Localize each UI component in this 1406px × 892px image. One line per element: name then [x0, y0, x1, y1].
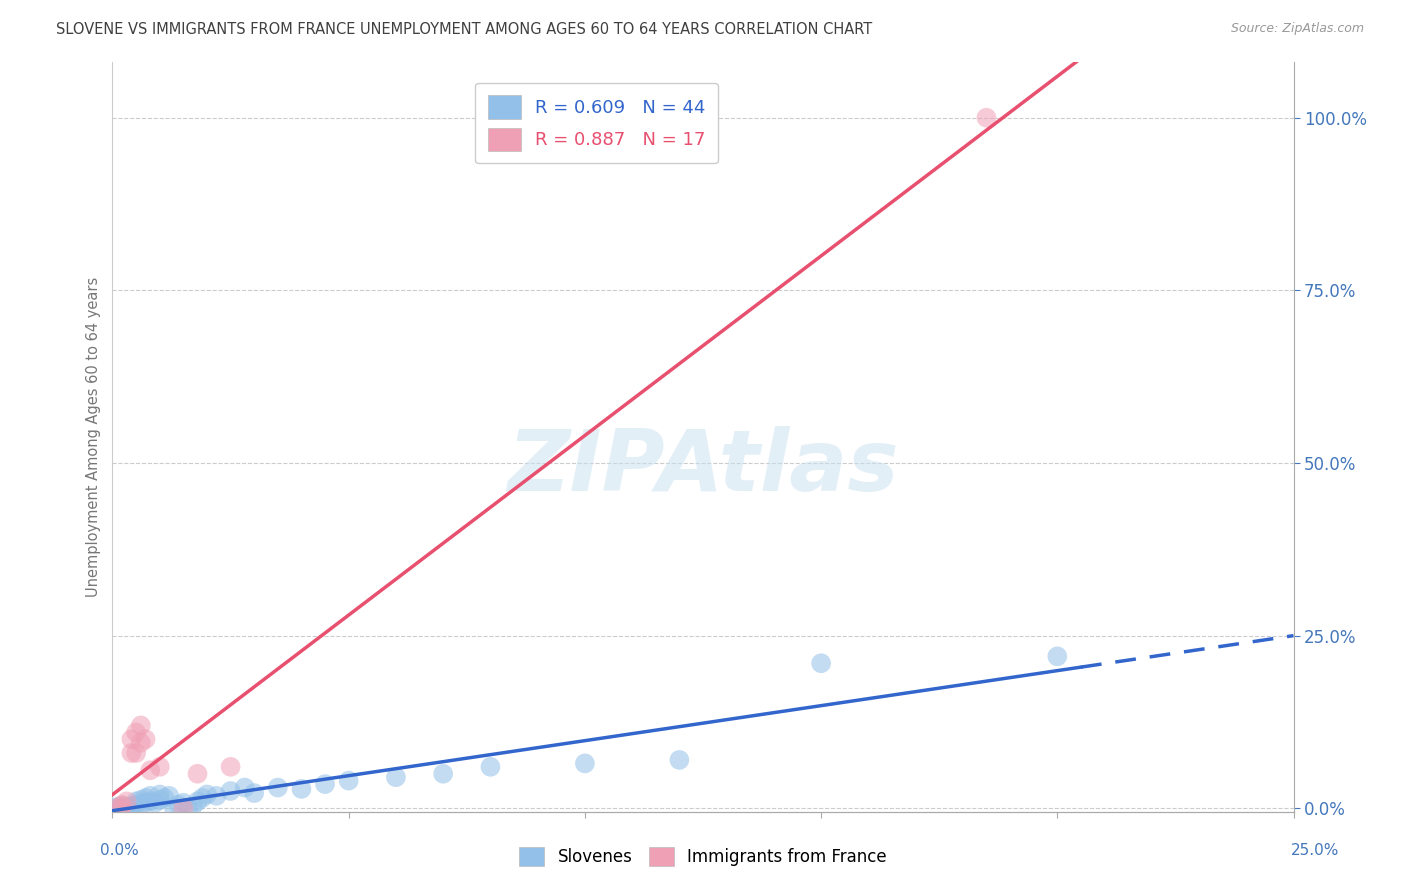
Point: [139, 764, 162, 778]
Point: [186, 766, 208, 780]
Point: [157, 789, 180, 803]
Text: 25.0%: 25.0%: [1291, 843, 1339, 858]
Point: [191, 791, 214, 805]
Point: [810, 657, 832, 671]
Point: [149, 760, 172, 774]
Point: [233, 780, 256, 795]
Point: [111, 797, 134, 812]
Text: 0.0%: 0.0%: [100, 843, 139, 858]
Point: [120, 801, 142, 815]
Point: [385, 770, 408, 784]
Point: [125, 746, 148, 760]
Point: [139, 789, 162, 803]
Point: [120, 799, 142, 814]
Text: ZIPAtlas: ZIPAtlas: [508, 425, 898, 508]
Point: [479, 760, 502, 774]
Point: [337, 773, 360, 788]
Point: [432, 766, 454, 780]
Legend: R = 0.609   N = 44, R = 0.887   N = 17: R = 0.609 N = 44, R = 0.887 N = 17: [475, 83, 718, 163]
Point: [125, 725, 148, 739]
Point: [125, 794, 148, 808]
Point: [290, 781, 312, 796]
Point: [1046, 649, 1069, 664]
Point: [172, 796, 194, 810]
Point: [115, 794, 138, 808]
Point: [135, 796, 157, 810]
Point: [111, 801, 134, 815]
Point: [125, 797, 148, 812]
Point: [105, 800, 128, 814]
Point: [120, 732, 142, 747]
Point: [129, 793, 152, 807]
Point: [115, 801, 138, 815]
Point: [129, 797, 152, 812]
Point: [177, 801, 200, 815]
Point: [143, 796, 166, 810]
Point: [167, 797, 190, 812]
Point: [129, 718, 152, 732]
Point: [181, 799, 204, 814]
Point: [111, 800, 134, 814]
Point: [668, 753, 690, 767]
Point: [205, 789, 228, 803]
Text: Source: ZipAtlas.com: Source: ZipAtlas.com: [1230, 22, 1364, 36]
Point: [120, 746, 142, 760]
Point: [219, 760, 242, 774]
Point: [135, 732, 157, 747]
Point: [574, 756, 596, 771]
Point: [163, 801, 186, 815]
Point: [314, 777, 336, 791]
Point: [139, 794, 162, 808]
Legend: Slovenes, Immigrants from France: Slovenes, Immigrants from France: [510, 838, 896, 875]
Point: [111, 799, 134, 814]
Point: [115, 800, 138, 814]
Point: [135, 791, 157, 805]
Point: [219, 784, 242, 798]
Point: [243, 786, 266, 800]
Point: [153, 791, 176, 805]
Point: [172, 801, 194, 815]
Point: [195, 788, 218, 802]
Text: SLOVENE VS IMMIGRANTS FROM FRANCE UNEMPLOYMENT AMONG AGES 60 TO 64 YEARS CORRELA: SLOVENE VS IMMIGRANTS FROM FRANCE UNEMPL…: [56, 22, 873, 37]
Point: [105, 801, 128, 815]
Point: [149, 793, 172, 807]
Y-axis label: Unemployment Among Ages 60 to 64 years: Unemployment Among Ages 60 to 64 years: [86, 277, 101, 598]
Point: [186, 794, 208, 808]
Point: [267, 780, 290, 795]
Point: [149, 788, 172, 802]
Point: [976, 111, 998, 125]
Point: [129, 736, 152, 750]
Point: [105, 801, 128, 815]
